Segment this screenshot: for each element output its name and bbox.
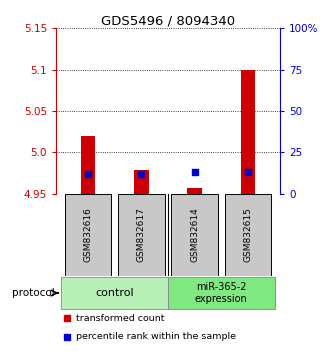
Point xyxy=(245,169,251,175)
Point xyxy=(85,171,91,177)
Point xyxy=(139,171,144,177)
Text: GSM832615: GSM832615 xyxy=(244,207,252,262)
Bar xyxy=(118,194,165,276)
Bar xyxy=(241,70,255,194)
Point xyxy=(65,334,70,339)
Text: GSM832617: GSM832617 xyxy=(137,207,146,262)
Bar xyxy=(81,136,95,194)
Text: GSM832614: GSM832614 xyxy=(190,207,199,262)
Bar xyxy=(187,188,202,194)
Bar xyxy=(134,171,149,194)
Text: protocol: protocol xyxy=(12,288,55,298)
Bar xyxy=(225,194,271,276)
Text: GSM832616: GSM832616 xyxy=(84,207,92,262)
Bar xyxy=(168,277,275,309)
Text: control: control xyxy=(95,288,134,298)
Bar xyxy=(171,194,218,276)
Point xyxy=(65,315,70,321)
Text: transformed count: transformed count xyxy=(76,314,165,323)
Point xyxy=(192,169,197,175)
Text: miR-365-2
expression: miR-365-2 expression xyxy=(195,282,248,304)
Bar xyxy=(61,277,168,309)
Text: percentile rank within the sample: percentile rank within the sample xyxy=(76,332,236,341)
Bar xyxy=(65,194,111,276)
Title: GDS5496 / 8094340: GDS5496 / 8094340 xyxy=(101,14,235,27)
